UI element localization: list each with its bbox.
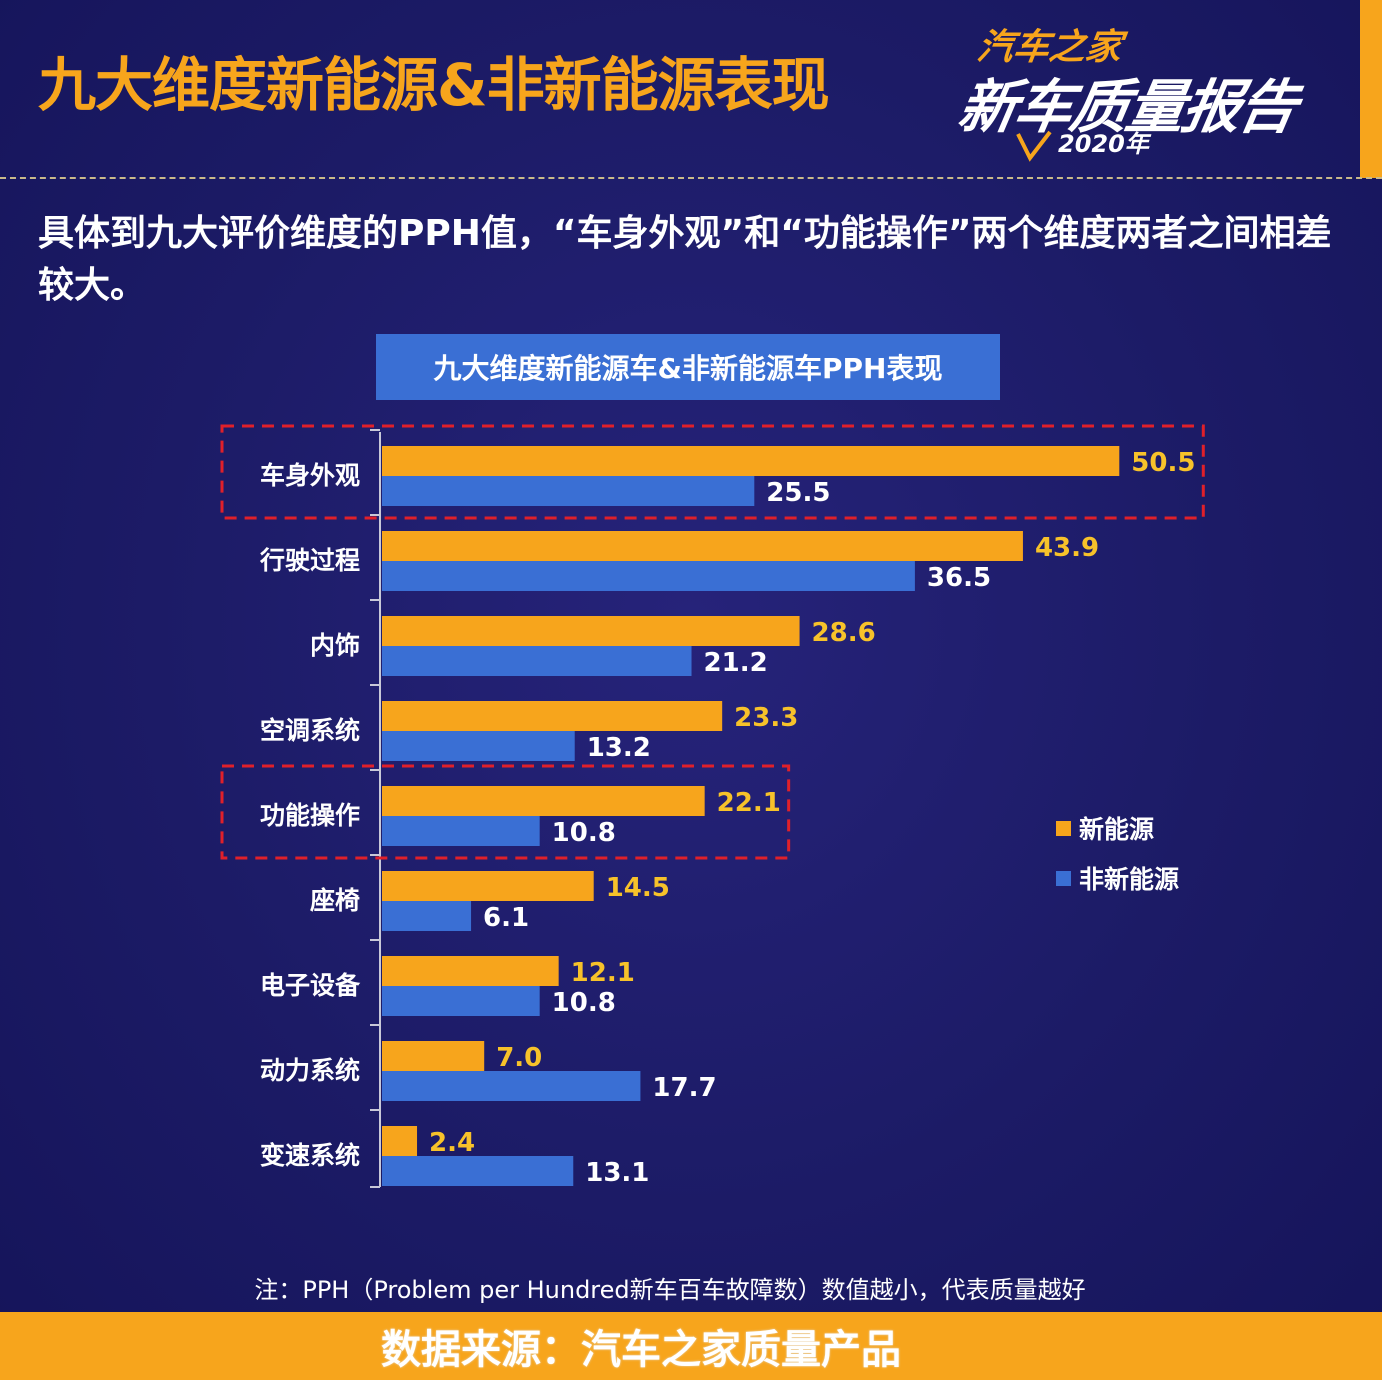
bar-chart: 车身外观 50.5 25.5 行驶过程 43.9 36.5 内饰 28.6 21.2 空调系统 23… <box>220 424 1205 1188</box>
bar-new-energy <box>382 531 1023 561</box>
data-label: 2.4 <box>429 1128 475 1158</box>
bar-non-new-energy <box>382 476 755 506</box>
category-label: 变速系统 <box>260 1141 360 1170</box>
data-label: 50.5 <box>1131 448 1195 478</box>
category-label: 动力系统 <box>260 1056 360 1085</box>
bar-new-energy <box>382 871 594 901</box>
brand-logo: 汽车之家 新车质量报告 2020年 <box>953 12 1340 162</box>
legend-item-non-new-energy: 非新能源 <box>1056 862 1179 894</box>
legend-swatch-non-new-energy <box>1056 870 1071 886</box>
category-label: 空调系统 <box>260 716 360 745</box>
bar-non-new-energy <box>382 646 692 676</box>
category-label: 车身外观 <box>260 461 360 490</box>
data-label: 14.5 <box>606 873 670 903</box>
legend-item-new-energy: 新能源 <box>1056 812 1179 844</box>
data-label: 21.2 <box>704 648 768 678</box>
category-label: 座椅 <box>310 886 360 915</box>
check-icon <box>1016 130 1052 162</box>
bar-non-new-energy <box>382 901 472 931</box>
bar-non-new-energy <box>382 731 575 761</box>
data-label: 43.9 <box>1035 533 1099 563</box>
bar-new-energy <box>382 701 723 731</box>
bar-non-new-energy <box>382 986 540 1016</box>
legend-label-non-new-energy: 非新能源 <box>1079 865 1180 894</box>
source-text: 数据来源：汽车之家质量产品 <box>381 1327 901 1373</box>
bar-new-energy <box>382 446 1120 476</box>
data-label: 13.2 <box>587 733 651 763</box>
legend-label-new-energy: 新能源 <box>1079 815 1155 844</box>
accent-stripe <box>1360 0 1382 178</box>
bar-non-new-energy <box>382 1156 574 1186</box>
data-label: 7.0 <box>496 1043 542 1073</box>
header-divider <box>0 177 1382 179</box>
source-bar: 数据来源：汽车之家质量产品 <box>0 1312 1382 1380</box>
data-label: 17.7 <box>652 1073 716 1103</box>
bar-new-energy <box>382 1126 418 1156</box>
brand-logo-year: 2020年 <box>1058 130 1149 158</box>
bar-non-new-energy <box>382 1071 641 1101</box>
category-label: 行驶过程 <box>259 546 360 575</box>
bar-new-energy <box>382 1041 485 1071</box>
data-label: 6.1 <box>483 903 529 933</box>
bar-non-new-energy <box>382 816 540 846</box>
data-label: 36.5 <box>927 563 991 593</box>
bar-new-energy <box>382 956 559 986</box>
intro-text: 具体到九大评价维度的PPH值，“车身外观”和“功能操作”两个维度两者之间相差较大… <box>38 213 1332 306</box>
chart-title: 九大维度新能源车&非新能源车PPH表现 <box>376 334 1000 400</box>
category-label: 电子设备 <box>260 971 361 1000</box>
category-label: 功能操作 <box>260 801 360 830</box>
page-headline: 九大维度新能源&非新能源表现 <box>38 51 830 119</box>
data-label: 25.5 <box>766 478 830 508</box>
chart-legend: 新能源 非新能源 <box>1056 812 1179 912</box>
highlight-box <box>220 764 791 860</box>
data-label: 23.3 <box>734 703 798 733</box>
footnote: 注：PPH（Problem per Hundred新车百车故障数）数值越小，代表… <box>254 1276 1086 1304</box>
data-label: 10.8 <box>552 818 616 848</box>
data-label: 13.1 <box>585 1158 649 1188</box>
data-label: 22.1 <box>717 788 781 818</box>
data-label: 28.6 <box>812 618 876 648</box>
bar-non-new-energy <box>382 561 915 591</box>
highlight-box <box>220 424 1205 520</box>
legend-swatch-new-energy <box>1056 820 1071 836</box>
category-label: 内饰 <box>310 631 360 660</box>
data-label: 10.8 <box>552 988 616 1018</box>
bar-new-energy <box>382 616 800 646</box>
bar-new-energy <box>382 786 705 816</box>
data-label: 12.1 <box>571 958 635 988</box>
